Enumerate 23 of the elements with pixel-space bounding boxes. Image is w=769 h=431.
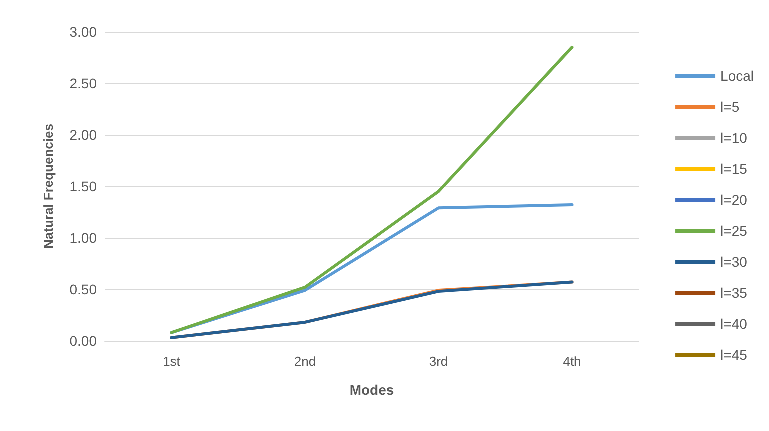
- legend-label: l=20: [720, 192, 748, 208]
- legend-label: l=35: [720, 285, 748, 301]
- legend-label: l=10: [720, 130, 748, 146]
- legend-label: l=5: [720, 99, 740, 115]
- legend-label: l=15: [720, 161, 748, 177]
- y-tick-label: 3.00: [70, 24, 98, 40]
- x-tick-label: 2nd: [294, 354, 316, 369]
- legend-label: l=40: [720, 316, 748, 332]
- legend-label: l=25: [720, 223, 748, 239]
- x-axis-title: Modes: [350, 382, 394, 398]
- y-tick-label: 0.50: [70, 282, 98, 298]
- legend-label: l=45: [720, 347, 748, 363]
- y-tick-label: 2.00: [70, 127, 98, 143]
- legend-label: Local: [720, 68, 754, 84]
- legend-label: l=30: [720, 254, 748, 270]
- y-tick-label: 1.00: [70, 230, 98, 246]
- y-tick-label: 2.50: [70, 76, 98, 92]
- y-tick-label: 1.50: [70, 178, 98, 194]
- x-tick-label: 3rd: [429, 354, 448, 369]
- y-axis-title: Natural Frequencies: [41, 124, 56, 249]
- y-tick-label: 0.00: [70, 333, 98, 349]
- x-tick-label: 4th: [563, 354, 582, 369]
- x-tick-label: 1st: [163, 354, 181, 369]
